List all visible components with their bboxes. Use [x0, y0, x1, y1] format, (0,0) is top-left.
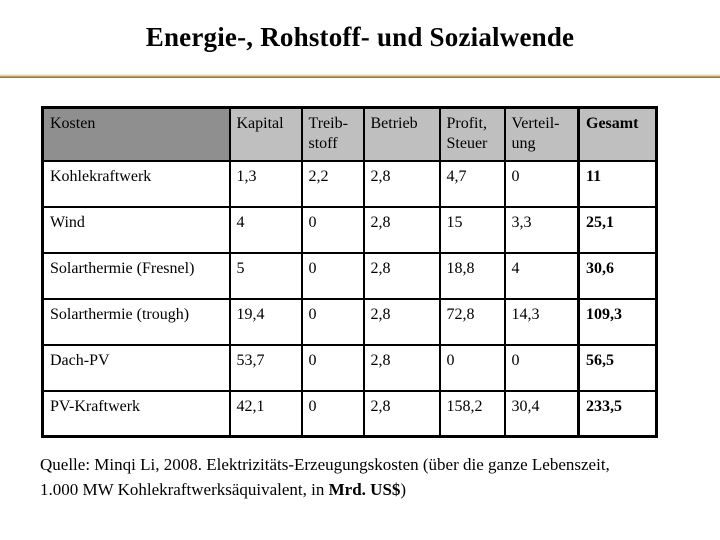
source-note: Quelle: Minqi Li, 2008. Elektrizitäts-Er…	[40, 452, 700, 502]
header-cell-betrieb: Betrieb	[362, 106, 441, 162]
source-line2-bold: Mrd. US$	[328, 480, 401, 499]
cell-profit-steuer: 4,7	[438, 159, 506, 208]
cell-betrieb: 2,8	[362, 297, 441, 346]
source-line2-close: )	[400, 480, 407, 499]
table-row-dach-pv: Dach-PV 53,7 0 2,8 0 0 56,5	[41, 343, 658, 392]
cell-gesamt: 56,5	[577, 343, 658, 392]
header-cell-profit-steuer: Profit, Steuer	[438, 106, 506, 162]
cell-profit-steuer: 72,8	[438, 297, 506, 346]
cell-verteilung: 14,3	[503, 297, 580, 346]
row-label: Solarthermie (Fresnel)	[41, 251, 231, 300]
row-label: Dach-PV	[41, 343, 231, 392]
cell-kapital: 4	[228, 205, 303, 254]
cell-betrieb: 2,8	[362, 343, 441, 392]
row-label: Kohlekraftwerk	[41, 159, 231, 208]
page-title: Energie-, Rohstoff- und Sozialwende	[145, 22, 575, 52]
cell-kapital: 19,4	[228, 297, 303, 346]
cell-gesamt: 233,5	[577, 389, 658, 438]
cell-treibstoff: 0	[300, 343, 365, 392]
cell-betrieb: 2,8	[362, 251, 441, 300]
cell-kapital: 1,3	[228, 159, 303, 208]
table-row-pv-kraftwerk: PV-Kraftwerk 42,1 0 2,8 158,2 30,4 233,5	[41, 389, 658, 438]
cell-betrieb: 2,8	[362, 159, 441, 208]
cell-profit-steuer: 0	[438, 343, 506, 392]
source-line2: 1.000 MW Kohlekraftwerksäquivalent, in	[40, 480, 329, 499]
cell-treibstoff: 2,2	[300, 159, 365, 208]
cell-verteilung: 0	[503, 159, 580, 208]
row-label: Wind	[41, 205, 231, 254]
cell-betrieb: 2,8	[362, 389, 441, 438]
cell-verteilung: 4	[503, 251, 580, 300]
cell-verteilung: 3,3	[503, 205, 580, 254]
table-row-wind: Wind 4 0 2,8 15 3,3 25,1	[41, 205, 658, 254]
cell-profit-steuer: 158,2	[438, 389, 506, 438]
header-cell-treibstoff: Treib- stoff	[300, 106, 365, 162]
cell-treibstoff: 0	[300, 251, 365, 300]
cell-gesamt: 109,3	[577, 297, 658, 346]
header-cell-gesamt: Gesamt	[577, 106, 658, 162]
cell-verteilung: 30,4	[503, 389, 580, 438]
row-label: PV-Kraftwerk	[41, 389, 231, 438]
cell-kapital: 5	[228, 251, 303, 300]
table-row-solarthermie-trough: Solarthermie (trough) 19,4 0 2,8 72,8 14…	[41, 297, 658, 346]
cell-kapital: 53,7	[228, 343, 303, 392]
cell-betrieb: 2,8	[362, 205, 441, 254]
cell-treibstoff: 0	[300, 389, 365, 438]
header-cell-kosten: Kosten	[41, 106, 231, 162]
cell-gesamt: 30,6	[577, 251, 658, 300]
header-cell-kapital: Kapital	[228, 106, 303, 162]
row-label: Solarthermie (trough)	[41, 297, 231, 346]
cell-profit-steuer: 15	[438, 205, 506, 254]
cell-kapital: 42,1	[228, 389, 303, 438]
table-row-solarthermie-fresnel: Solarthermie (Fresnel) 5 0 2,8 18,8 4 30…	[41, 251, 658, 300]
source-line1: Quelle: Minqi Li, 2008. Elektrizitäts-Er…	[40, 455, 610, 474]
cell-profit-steuer: 18,8	[438, 251, 506, 300]
cell-gesamt: 11	[577, 159, 658, 208]
header-cell-verteilung: Verteil- ung	[503, 106, 580, 162]
cell-treibstoff: 0	[300, 205, 365, 254]
table-row-kohlekraftwerk: Kohlekraftwerk 1,3 2,2 2,8 4,7 0 11	[41, 159, 658, 208]
costs-table: Kosten Kapital Treib- stoff Betrieb Prof…	[41, 106, 658, 438]
table-header-row: Kosten Kapital Treib- stoff Betrieb Prof…	[41, 106, 658, 162]
title-divider	[0, 74, 720, 78]
cell-verteilung: 0	[503, 343, 580, 392]
cell-treibstoff: 0	[300, 297, 365, 346]
cell-gesamt: 25,1	[577, 205, 658, 254]
